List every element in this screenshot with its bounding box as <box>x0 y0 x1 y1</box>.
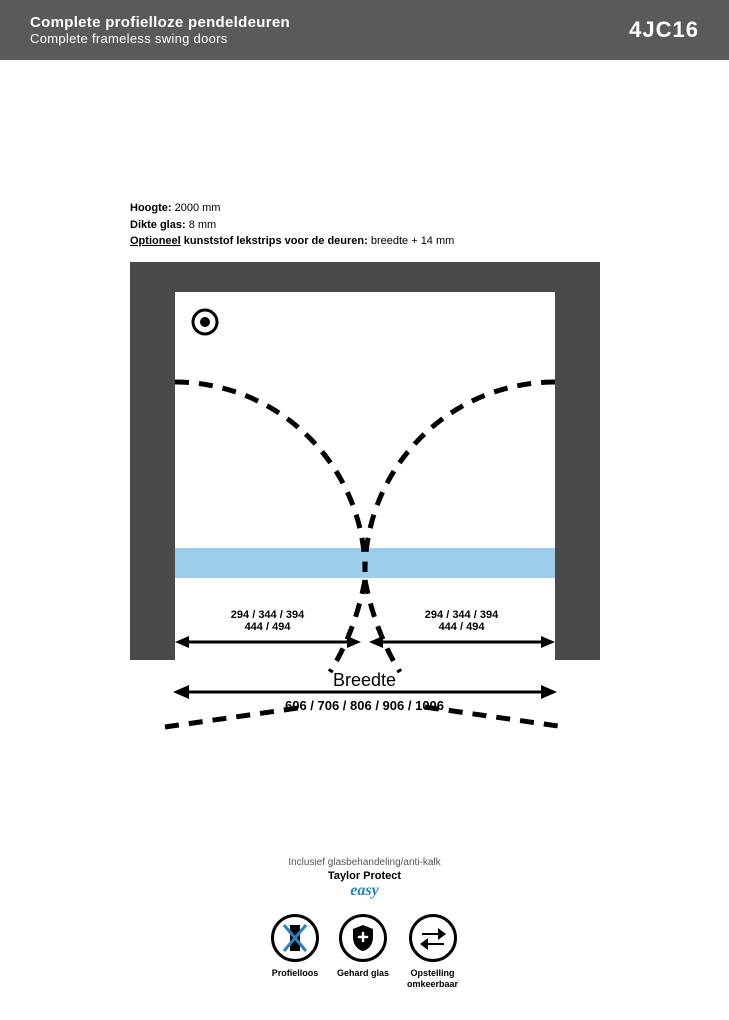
glass-bar <box>175 548 555 578</box>
left-half-dim: 294 / 344 / 394 444 / 494 <box>175 609 361 633</box>
icon-profielloos-label: Profielloos <box>271 968 319 979</box>
taylor-protect: Taylor Protect easy <box>0 870 729 900</box>
header-titles: Complete profielloze pendeldeuren Comple… <box>30 14 290 46</box>
spec-hoogte-label: Hoogte: <box>130 202 172 214</box>
feature-icons-row: Profielloos Gehard glas Opstelling omkee… <box>0 914 729 990</box>
icon-gehard-label: Gehard glas <box>337 968 389 979</box>
spec-optioneel: Optioneel kunststof lekstrips voor de de… <box>130 233 729 250</box>
product-code: 4JC16 <box>629 17 699 43</box>
diagram-container: 294 / 344 / 394 444 / 494 294 / 344 / 39… <box>130 262 600 660</box>
right-half-dim-l2: 444 / 494 <box>369 621 555 633</box>
icon-gehard-glas: Gehard glas <box>337 914 389 990</box>
spec-hoogte: Hoogte: 2000 mm <box>130 200 729 217</box>
stone-background <box>130 262 600 660</box>
spec-block: Hoogte: 2000 mm Dikte glas: 8 mm Optione… <box>130 200 729 250</box>
opstelling-icon <box>409 914 457 962</box>
left-half-dim-l2: 444 / 494 <box>175 621 361 633</box>
spec-optioneel-value: breedte + 14 mm <box>371 235 454 247</box>
door-panel <box>175 292 555 660</box>
breedte-values-text: 606 / 706 / 806 / 906 / 1006 <box>285 698 444 713</box>
breedte-values: 606 / 706 / 806 / 906 / 1006 <box>175 698 555 713</box>
left-half-dim-l1: 294 / 344 / 394 <box>175 609 361 621</box>
spec-hoogte-value: 2000 mm <box>175 202 221 214</box>
gehard-glas-icon <box>339 914 387 962</box>
spec-dikte-value: 8 mm <box>189 219 217 231</box>
breedte-label: Breedte <box>175 670 555 691</box>
icon-opstelling: Opstelling omkeerbaar <box>407 914 458 990</box>
footer-inclusief: Inclusief glasbehandeling/anti-kalk <box>0 857 729 868</box>
profielloos-icon <box>271 914 319 962</box>
icon-profielloos: Profielloos <box>271 914 319 990</box>
spec-optioneel-text: kunststof lekstrips voor de deuren: <box>184 235 368 247</box>
title-primary: Complete profielloze pendeldeuren <box>30 14 290 31</box>
title-secondary: Complete frameless swing doors <box>30 31 290 46</box>
spec-dikte: Dikte glas: 8 mm <box>130 217 729 234</box>
taylor-easy: easy <box>350 882 378 899</box>
taylor-text: Taylor Protect <box>328 870 401 882</box>
icon-opstelling-label: Opstelling omkeerbaar <box>407 968 458 990</box>
footer: Inclusief glasbehandeling/anti-kalk Tayl… <box>0 857 729 990</box>
right-half-dim-l1: 294 / 344 / 394 <box>369 609 555 621</box>
right-half-dim: 294 / 344 / 394 444 / 494 <box>369 609 555 633</box>
spec-dikte-label: Dikte glas: <box>130 219 186 231</box>
hinge-icon <box>191 308 219 336</box>
spec-optioneel-label: Optioneel <box>130 235 181 247</box>
page-header: Complete profielloze pendeldeuren Comple… <box>0 0 729 60</box>
